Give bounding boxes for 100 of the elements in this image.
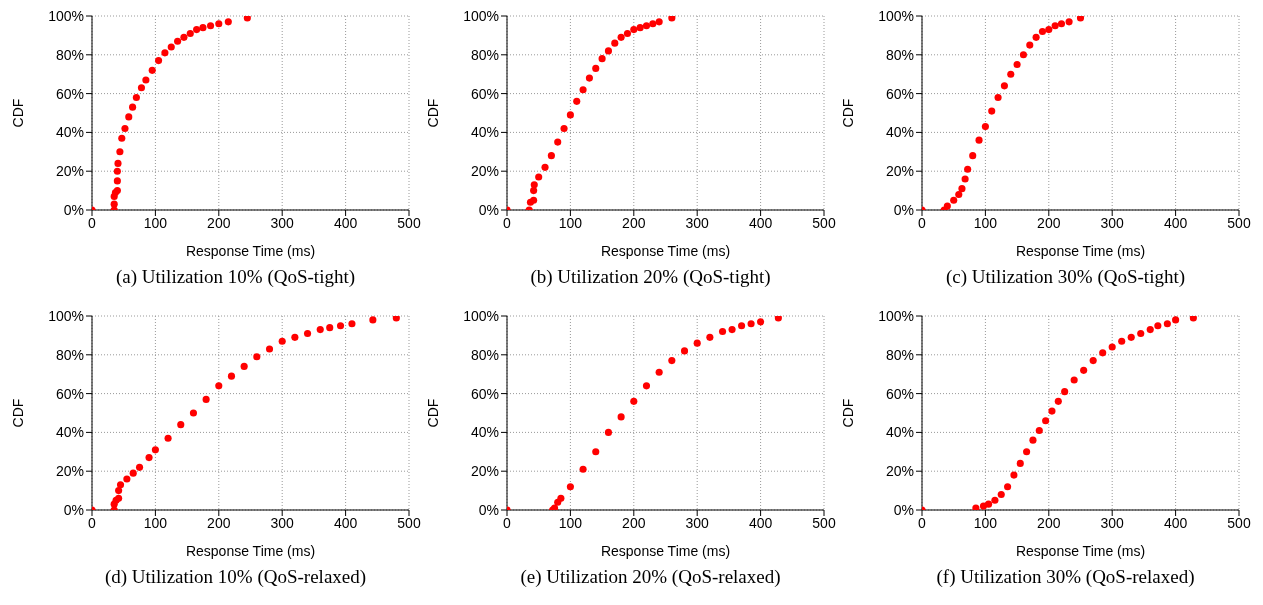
x-tick-label: 300: [685, 514, 710, 531]
point: [592, 64, 600, 72]
point: [573, 97, 581, 105]
point: [174, 37, 182, 45]
point: [630, 26, 638, 34]
x-tick-label: 500: [812, 514, 836, 531]
point: [1032, 33, 1040, 41]
point: [369, 316, 377, 324]
point: [193, 26, 201, 34]
x-axis-title: Response Time (ms): [600, 543, 731, 559]
point: [1029, 436, 1037, 444]
point: [177, 421, 185, 429]
y-tick-label: 80%: [470, 46, 499, 63]
x-tick-label: 300: [270, 214, 295, 231]
y-tick-label: 20%: [55, 163, 84, 180]
point: [718, 327, 727, 336]
y-tick-label: 60%: [55, 85, 84, 102]
point: [121, 124, 129, 133]
point: [1099, 349, 1107, 357]
point: [728, 326, 736, 334]
point: [278, 337, 286, 345]
x-tick-label: 0: [88, 214, 97, 231]
point: [566, 483, 574, 491]
x-tick-label: 500: [1227, 214, 1251, 231]
point: [1061, 388, 1069, 396]
point: [1042, 417, 1050, 425]
point: [642, 22, 651, 30]
y-tick-label: 40%: [885, 424, 914, 441]
point: [706, 333, 714, 341]
y-axis-title: CDF: [9, 98, 26, 128]
point: [1051, 22, 1059, 30]
x-axis-title: Response Time (ms): [185, 543, 316, 559]
point: [604, 428, 613, 436]
point: [180, 33, 188, 41]
y-tick-label: 20%: [885, 163, 914, 180]
point: [988, 107, 996, 115]
point: [1048, 407, 1056, 415]
point: [1065, 18, 1073, 26]
point: [557, 494, 565, 502]
x-axis-title: Response Time (ms): [1015, 543, 1146, 559]
point: [215, 382, 223, 390]
x-tick-label: 0: [88, 514, 97, 531]
point: [142, 76, 150, 84]
point: [206, 22, 215, 30]
point: [617, 413, 625, 421]
y-tick-label: 0%: [893, 201, 914, 218]
point: [291, 333, 299, 341]
x-tick-label: 200: [207, 214, 231, 231]
y-axis-title: CDF: [839, 398, 856, 428]
x-tick-label: 100: [143, 514, 168, 531]
point: [579, 86, 587, 94]
x-tick-label: 100: [973, 214, 998, 231]
x-tick-label: 0: [918, 514, 927, 531]
x-axis-title: Response Time (ms): [600, 243, 731, 259]
point: [579, 465, 587, 473]
point: [738, 322, 746, 330]
y-tick-label: 60%: [885, 385, 914, 402]
point: [530, 196, 538, 204]
point: [161, 49, 169, 57]
point: [1000, 82, 1008, 90]
point: [253, 353, 261, 361]
point: [132, 93, 140, 102]
point: [955, 190, 963, 199]
point: [114, 159, 122, 167]
text: (b) Utilization 20% (QoS-tight): [529, 266, 772, 288]
point: [958, 185, 966, 193]
y-tick-label: 0%: [893, 501, 914, 518]
point: [116, 148, 124, 156]
y-axis-title: CDF: [9, 398, 26, 428]
text: (e) Utilization 20% (QoS-relaxed): [519, 566, 782, 588]
y-tick-label: 100%: [463, 7, 499, 24]
y-tick-label: 0%: [63, 501, 84, 518]
y-axis-title: CDF: [424, 398, 441, 428]
x-tick-label: 200: [622, 214, 646, 231]
y-tick-label: 80%: [55, 46, 84, 63]
point: [1189, 316, 1197, 322]
point: [326, 324, 334, 332]
x-tick-label: 0: [918, 214, 927, 231]
point: [1172, 316, 1180, 324]
point: [202, 395, 210, 403]
point: [655, 368, 663, 376]
point: [116, 481, 125, 489]
x-tick-label: 400: [1163, 514, 1188, 531]
x-tick-label: 500: [397, 214, 421, 231]
point: [110, 200, 118, 208]
point: [642, 382, 651, 390]
point: [535, 173, 543, 181]
y-tick-label: 40%: [55, 424, 84, 441]
x-tick-label: 300: [1100, 214, 1125, 231]
y-tick-label: 20%: [470, 163, 499, 180]
point: [981, 123, 989, 131]
point: [774, 316, 782, 322]
point: [943, 202, 951, 210]
point: [757, 318, 765, 326]
point: [265, 345, 274, 353]
point: [1038, 27, 1047, 36]
x-tick-label: 400: [333, 514, 358, 531]
y-tick-label: 20%: [470, 463, 499, 480]
point: [148, 66, 156, 74]
point: [1045, 26, 1053, 34]
